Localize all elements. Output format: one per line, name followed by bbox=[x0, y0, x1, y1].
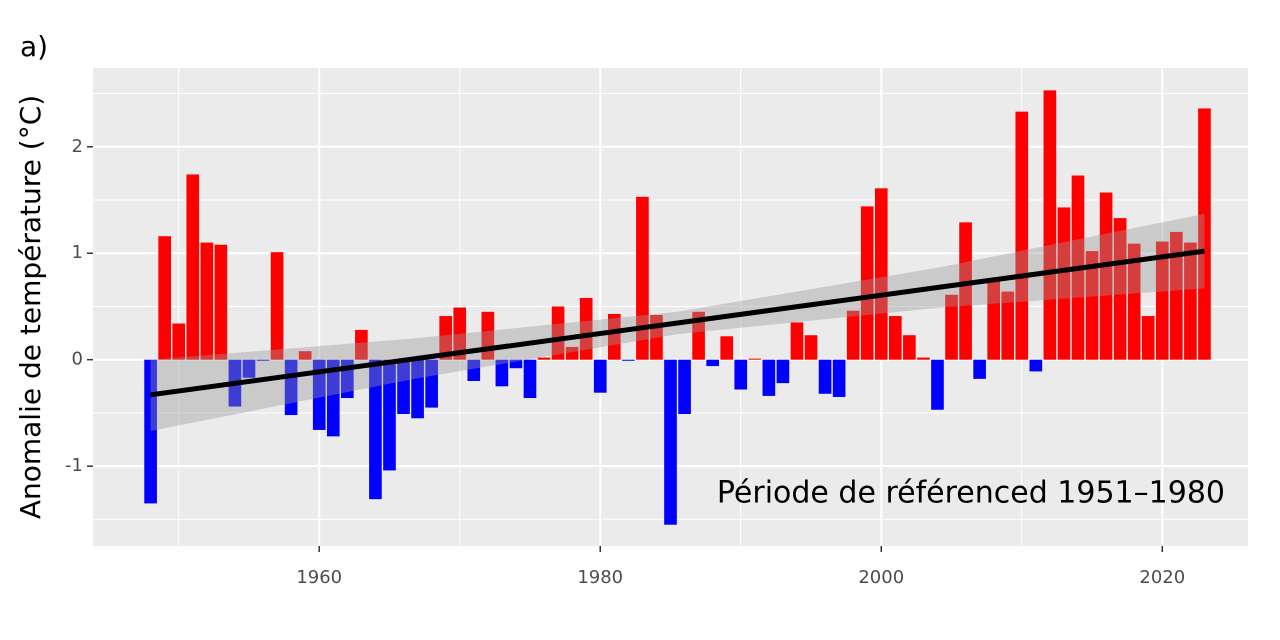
bar bbox=[537, 357, 551, 360]
bar bbox=[636, 196, 649, 360]
bar bbox=[411, 359, 424, 419]
y-axis-label: Anomalie de température (°C) bbox=[14, 95, 47, 519]
bar bbox=[383, 359, 396, 471]
bar bbox=[1099, 192, 1113, 360]
bar bbox=[172, 323, 186, 360]
y-tick-label: 1 bbox=[72, 242, 83, 263]
bar bbox=[200, 242, 214, 360]
bar bbox=[931, 359, 944, 410]
bar bbox=[1057, 207, 1071, 360]
bar bbox=[804, 335, 818, 360]
panel-label: a) bbox=[20, 30, 48, 63]
bar bbox=[298, 351, 312, 360]
bar bbox=[523, 359, 537, 399]
bar bbox=[312, 359, 326, 430]
bar bbox=[832, 359, 846, 397]
bar bbox=[214, 244, 228, 360]
bar bbox=[945, 294, 958, 360]
bar bbox=[1085, 251, 1099, 360]
y-tick-label: 0 bbox=[72, 349, 83, 370]
bar bbox=[467, 359, 481, 381]
bar bbox=[158, 236, 171, 360]
bar bbox=[734, 359, 748, 390]
bar bbox=[888, 316, 902, 360]
bar bbox=[1001, 291, 1015, 360]
y-tick-label: -1 bbox=[65, 455, 83, 476]
bar bbox=[495, 359, 509, 387]
bar bbox=[355, 329, 368, 360]
bar bbox=[720, 336, 734, 360]
bar bbox=[1155, 241, 1169, 360]
x-tick-label: 1960 bbox=[296, 567, 342, 588]
bar bbox=[748, 358, 762, 360]
bar bbox=[579, 297, 593, 360]
x-tick-label: 2020 bbox=[1139, 567, 1185, 588]
bar bbox=[509, 359, 523, 369]
bar bbox=[1015, 111, 1029, 360]
x-tick-label: 1980 bbox=[577, 567, 623, 588]
annotation: Période de référenced 1951–1980 bbox=[717, 476, 1225, 511]
bar bbox=[397, 359, 410, 414]
bar bbox=[270, 252, 284, 360]
bar bbox=[692, 311, 705, 360]
bar bbox=[1170, 231, 1183, 360]
bar bbox=[256, 359, 270, 361]
bar bbox=[439, 316, 453, 360]
bar bbox=[903, 335, 916, 360]
bar bbox=[326, 359, 340, 437]
bar bbox=[1043, 90, 1057, 360]
bar bbox=[1198, 108, 1211, 360]
bar bbox=[425, 359, 438, 408]
bar bbox=[860, 206, 874, 360]
bar bbox=[453, 307, 467, 360]
bar bbox=[186, 174, 200, 360]
bar bbox=[973, 359, 986, 379]
bar bbox=[607, 313, 621, 360]
bar bbox=[959, 222, 972, 360]
bar bbox=[664, 359, 677, 525]
bar bbox=[622, 359, 635, 361]
bar bbox=[762, 359, 776, 396]
bar bbox=[678, 359, 691, 414]
bar bbox=[874, 188, 888, 360]
bar bbox=[987, 280, 1000, 360]
bar bbox=[593, 359, 607, 393]
bar bbox=[1029, 359, 1043, 372]
bar bbox=[776, 359, 790, 384]
bar bbox=[1113, 218, 1127, 360]
bar bbox=[1141, 316, 1155, 360]
trend-line bbox=[150, 248, 1205, 398]
bar bbox=[917, 357, 930, 360]
bar bbox=[551, 306, 565, 360]
bar bbox=[565, 346, 579, 360]
bar bbox=[242, 359, 256, 378]
bar bbox=[706, 359, 719, 367]
y-tick-label: 2 bbox=[72, 136, 83, 157]
bar bbox=[369, 359, 382, 500]
bar bbox=[846, 310, 860, 360]
bar bbox=[1184, 242, 1197, 360]
x-tick-label: 2000 bbox=[858, 567, 904, 588]
bar bbox=[1127, 243, 1141, 360]
bar bbox=[818, 359, 832, 394]
bar bbox=[790, 322, 804, 360]
